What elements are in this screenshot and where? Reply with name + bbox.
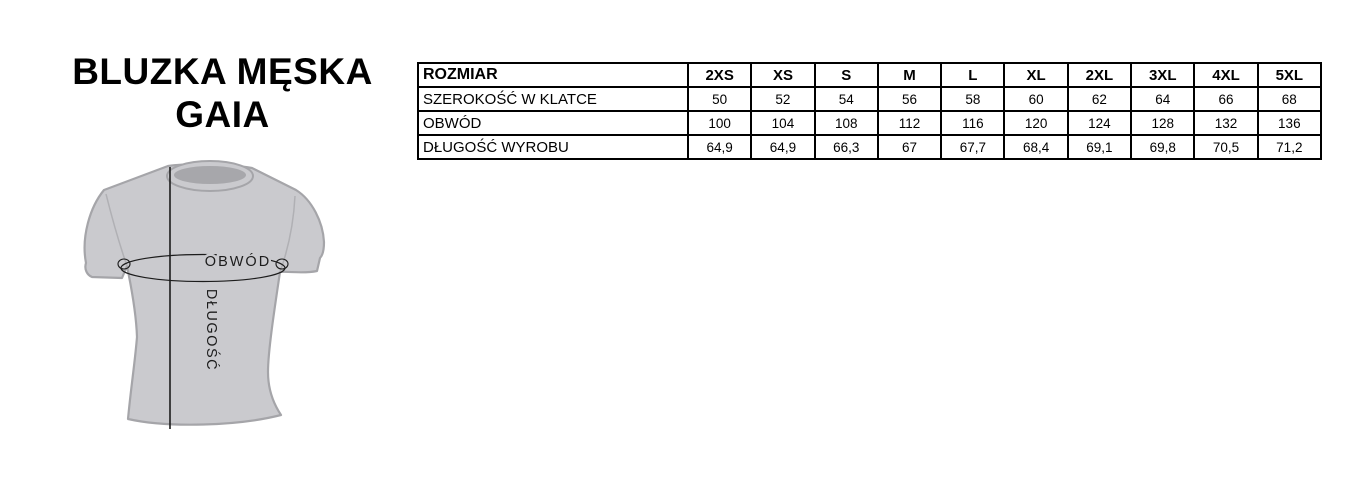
size-table-body: SZEROKOŚĆ W KLATCE 50 52 54 56 58 60 62 64 66 68 OB…: [417, 86, 1322, 160]
measurement-value-cell: 64,9: [750, 134, 816, 160]
size-column-header: 2XL: [1066, 62, 1133, 88]
measurement-value-cell: 50: [686, 86, 753, 112]
table-row: OBWÓD 100 104 108 112 116 120 124 128 132 136: [417, 110, 1322, 136]
size-column-header: L: [940, 62, 1006, 88]
measurement-value-cell: 128: [1130, 110, 1196, 136]
row-label: DŁUGOŚĆ WYROBU: [417, 134, 689, 160]
size-column-header: 3XL: [1130, 62, 1196, 88]
measurement-value-cell: 67,7: [940, 134, 1006, 160]
size-column-header: M: [876, 62, 943, 88]
size-column-header: 4XL: [1193, 62, 1259, 88]
size-column-header: S: [813, 62, 879, 88]
measurement-value-cell: 58: [940, 86, 1006, 112]
size-table-head: ROZMIAR 2XS XS S M L XL 2XL 3XL 4XL 5XL: [417, 62, 1322, 88]
size-table-header-row: ROZMIAR 2XS XS S M L XL 2XL 3XL 4XL 5XL: [417, 62, 1322, 88]
size-column-header: XL: [1003, 62, 1069, 88]
row-label: OBWÓD: [417, 110, 689, 136]
size-column-header: 2XS: [686, 62, 753, 88]
table-row: SZEROKOŚĆ W KLATCE 50 52 54 56 58 60 62 64 66 68: [417, 86, 1322, 112]
measurement-value-cell: 54: [813, 86, 879, 112]
measurement-value-cell: 64,9: [686, 134, 753, 160]
measurement-value-cell: 70,5: [1193, 134, 1259, 160]
measurement-value-cell: 68: [1256, 86, 1322, 112]
measurement-value-cell: 124: [1066, 110, 1133, 136]
tshirt-measurement-diagram: OBWÓD DŁUGOŚĆ: [78, 152, 330, 444]
measurement-value-cell: 67: [876, 134, 943, 160]
measurement-value-cell: 132: [1193, 110, 1259, 136]
measurement-value-cell: 100: [686, 110, 753, 136]
tshirt-svg: OBWÓD DŁUGOŚĆ: [83, 160, 326, 429]
obwod-label: OBWÓD: [205, 253, 271, 270]
table-corner-header: ROZMIAR: [417, 62, 689, 88]
table-row: DŁUGOŚĆ WYROBU 64,9 64,9 66,3 67 67,7 68,4 69,1…: [417, 134, 1322, 160]
page-title: BLUZKA MĘSKA GAIA: [40, 50, 405, 136]
size-column-header: 5XL: [1256, 62, 1322, 88]
measurement-value-cell: 56: [876, 86, 943, 112]
measurement-value-cell: 116: [940, 110, 1006, 136]
size-table: ROZMIAR 2XS XS S M L XL 2XL 3XL 4XL 5XL SZEROKOŚĆ …: [417, 62, 1322, 160]
dlugosc-label: DŁUGOŚĆ: [203, 289, 221, 371]
measurement-value-cell: 62: [1066, 86, 1133, 112]
tshirt-body-shape: [83, 163, 326, 426]
product-title-line1: BLUZKA MĘSKA: [72, 51, 373, 92]
measurement-value-cell: 108: [813, 110, 879, 136]
measurement-value-cell: 104: [750, 110, 816, 136]
measurement-value-cell: 68,4: [1003, 134, 1069, 160]
measurement-value-cell: 69,1: [1066, 134, 1133, 160]
collar-neck-opening: [174, 166, 246, 184]
product-title-line2: GAIA: [175, 94, 270, 135]
measurement-value-cell: 66: [1193, 86, 1259, 112]
measurement-value-cell: 120: [1003, 110, 1069, 136]
measurement-value-cell: 66,3: [813, 134, 879, 160]
measurement-value-cell: 60: [1003, 86, 1069, 112]
measurement-value-cell: 64: [1130, 86, 1196, 112]
size-column-header: XS: [750, 62, 816, 88]
measurement-value-cell: 71,2: [1256, 134, 1322, 160]
measurement-value-cell: 112: [876, 110, 943, 136]
measurement-value-cell: 52: [750, 86, 816, 112]
obwod-measure-right-loop: [275, 258, 289, 270]
obwod-measure-left-loop: [117, 258, 131, 270]
row-label: SZEROKOŚĆ W KLATCE: [417, 86, 689, 112]
measurement-value-cell: 69,8: [1130, 134, 1196, 160]
measurement-value-cell: 136: [1256, 110, 1322, 136]
